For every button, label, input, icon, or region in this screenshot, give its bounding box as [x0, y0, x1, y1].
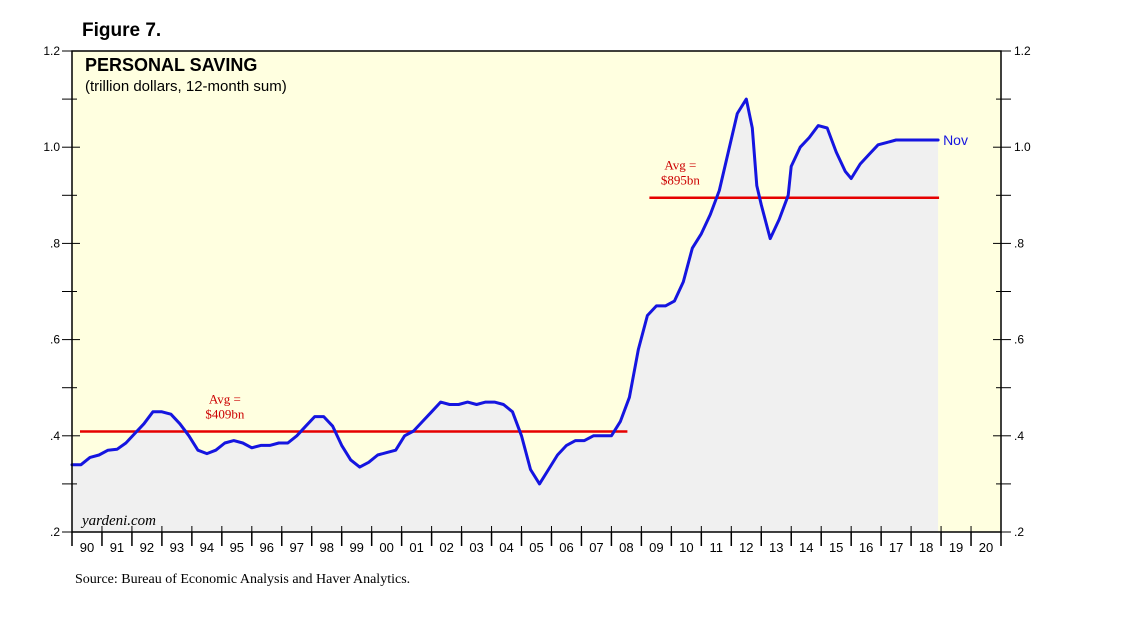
x-tick-label: 05	[529, 540, 543, 555]
chart-title: PERSONAL SAVING	[85, 55, 257, 75]
y-tick-label-left: .4	[50, 429, 60, 443]
x-axis: 90 91 92 93 94 95 96 97 98 99 00 01 02 03 04 05 06 07 08 09…	[71, 526, 1002, 555]
x-tick-label: 96	[260, 540, 274, 555]
area-under-line	[72, 99, 939, 532]
average-lines	[80, 196, 940, 433]
y-axis-left: .2 .4 .6 .8 1.0 1.2	[43, 44, 60, 539]
x-tick-label: 13	[769, 540, 783, 555]
source-note: Source: Bureau of Economic Analysis and …	[75, 572, 411, 587]
chart-subtitle: (trillion dollars, 12-month sum)	[85, 78, 287, 95]
plot-frame	[71, 50, 1002, 533]
y-tick-label-right: .8	[1014, 236, 1024, 250]
y-tick-label-right: 1.2	[1014, 44, 1031, 58]
y-tick-label-right: .6	[1014, 333, 1024, 347]
y-tick-label-right: .4	[1014, 429, 1024, 443]
x-tick-label: 10	[679, 540, 693, 555]
y-tick-label-left: .6	[50, 333, 60, 347]
x-tick-label: 19	[949, 540, 963, 555]
x-tick-label: 06	[559, 540, 573, 555]
x-tick-label: 98	[319, 540, 333, 555]
x-tick-label: 99	[349, 540, 363, 555]
y-tick-label-right: 1.0	[1014, 140, 1031, 154]
y-tick-label-left: .2	[50, 525, 60, 539]
x-tick-label: 20	[979, 540, 993, 555]
x-tick-label: 00	[379, 540, 393, 555]
y-tick-label-right: .2	[1014, 525, 1024, 539]
x-tick-label: 08	[619, 540, 633, 555]
x-tick-label: 92	[140, 540, 154, 555]
y-tick-label-left: 1.2	[43, 44, 60, 58]
average-label-2-line1: Avg =	[664, 158, 696, 173]
x-tick-label: 02	[439, 540, 453, 555]
x-tick-label: 12	[739, 540, 753, 555]
x-tick-label: 09	[649, 540, 663, 555]
x-tick-label: 01	[409, 540, 423, 555]
x-tick-label: 97	[290, 540, 304, 555]
x-tick-label: 07	[589, 540, 603, 555]
x-tick-label: 94	[200, 540, 214, 555]
x-tick-label: 93	[170, 540, 184, 555]
x-tick-label: 90	[80, 540, 94, 555]
personal-saving-series-line	[70, 97, 940, 486]
average-label-1-line2: $409bn	[205, 406, 245, 421]
x-tick-label: 95	[230, 540, 244, 555]
x-tick-label: 14	[799, 540, 813, 555]
end-label-nov: Nov	[943, 132, 968, 148]
average-label-2-line2: $895bn	[661, 173, 701, 188]
y-tick-label-left: .8	[50, 236, 60, 250]
average-label-1-line1: Avg =	[209, 391, 241, 406]
x-tick-label: 16	[859, 540, 873, 555]
x-tick-label: 03	[469, 540, 483, 555]
figure-label: Figure 7.	[82, 20, 162, 41]
x-tick-label: 91	[110, 540, 124, 555]
x-tick-label: 04	[499, 540, 513, 555]
x-tick-label: 11	[710, 540, 724, 555]
x-tick-label: 15	[829, 540, 843, 555]
y-tick-label-left: 1.0	[43, 140, 60, 154]
x-tick-label: 17	[889, 540, 903, 555]
y-axis-right: .2 .4 .6 .8 1.0 1.2	[1014, 44, 1031, 539]
yardeni-watermark: yardeni.com	[80, 513, 156, 529]
x-tick-label: 18	[919, 540, 933, 555]
